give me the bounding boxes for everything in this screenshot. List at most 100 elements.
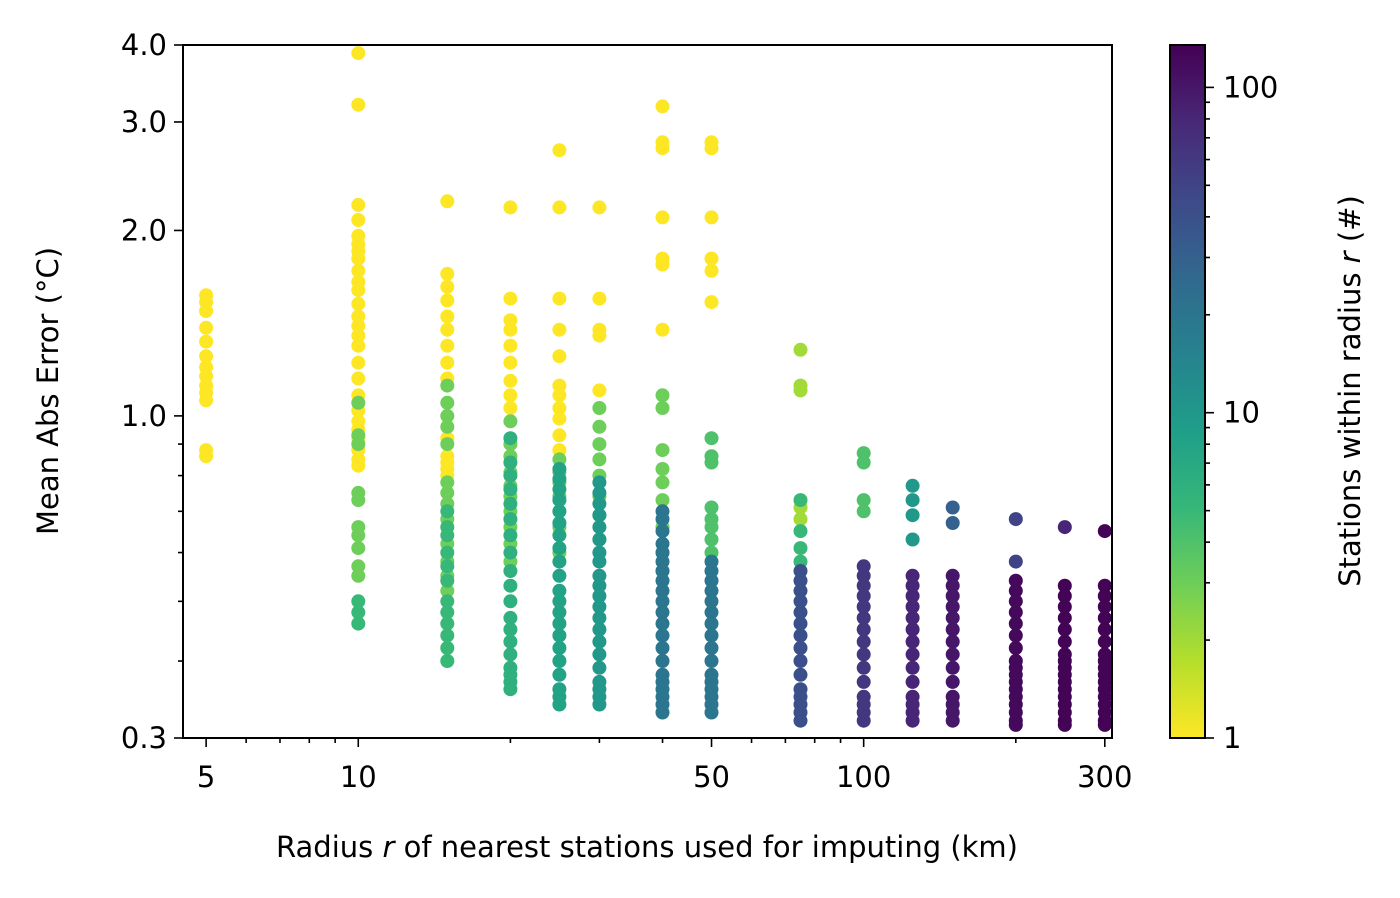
data-point	[440, 641, 455, 655]
data-point	[655, 524, 670, 539]
data-point	[655, 573, 670, 588]
data-point	[704, 210, 719, 225]
data-point	[552, 388, 567, 403]
data-point	[1008, 641, 1023, 655]
data-point	[655, 99, 670, 114]
x-tick-label: 10	[340, 760, 377, 794]
data-point	[793, 616, 808, 631]
data-point	[655, 210, 670, 225]
data-point	[905, 622, 920, 637]
y-tick-label: 0.3	[121, 721, 167, 755]
data-point	[592, 508, 607, 523]
data-point	[945, 500, 960, 515]
data-point	[503, 291, 518, 306]
data-point	[655, 654, 670, 668]
data-point	[351, 296, 366, 311]
data-point	[503, 578, 518, 593]
data-point	[503, 610, 518, 625]
data-point	[592, 599, 607, 614]
data-point	[856, 647, 871, 662]
data-point	[592, 437, 607, 452]
data-point	[1008, 583, 1023, 598]
data-point	[592, 401, 607, 415]
data-point	[592, 697, 607, 712]
data-point	[440, 355, 455, 370]
data-point	[1097, 610, 1112, 625]
data-point	[503, 338, 518, 353]
data-point	[856, 599, 871, 614]
data-point	[552, 378, 567, 393]
data-point	[592, 485, 607, 500]
data-point	[440, 654, 455, 668]
data-point	[793, 342, 808, 357]
data-point	[440, 338, 455, 353]
data-point	[351, 97, 366, 112]
data-point	[655, 564, 670, 578]
data-point	[199, 304, 214, 318]
data-point	[793, 493, 808, 508]
data-point	[1008, 628, 1023, 643]
colorbar-tick-label: 1	[1223, 721, 1241, 755]
data-point	[793, 383, 808, 398]
y-tick-label: 3.0	[121, 105, 167, 139]
data-point	[440, 266, 455, 281]
data-point	[1097, 634, 1112, 649]
data-point	[440, 322, 455, 337]
data-point	[552, 594, 567, 609]
data-point	[351, 437, 366, 452]
data-point	[351, 541, 366, 556]
data-point	[945, 578, 960, 593]
colorbar-tick-label: 100	[1223, 70, 1278, 104]
data-point	[592, 520, 607, 535]
data-point	[503, 388, 518, 403]
data-point	[503, 200, 518, 215]
y-tick-label: 1.0	[121, 399, 167, 433]
data-point	[440, 437, 455, 452]
data-point	[503, 468, 518, 483]
data-point	[440, 408, 455, 423]
data-point	[592, 496, 607, 511]
data-point	[503, 373, 518, 388]
x-tick-label: 50	[693, 760, 730, 794]
data-point	[592, 200, 607, 215]
data-point	[1008, 605, 1023, 620]
data-point	[199, 320, 214, 335]
data-point	[905, 713, 920, 728]
data-point	[351, 493, 366, 508]
data-point	[704, 654, 719, 668]
data-point	[793, 573, 808, 588]
data-point	[552, 143, 567, 158]
data-point	[592, 660, 607, 675]
data-point	[351, 318, 366, 333]
data-point	[592, 622, 607, 637]
data-point	[1008, 616, 1023, 631]
data-point	[655, 641, 670, 655]
data-point	[1057, 520, 1072, 535]
data-point	[552, 697, 567, 712]
data-point	[905, 508, 920, 523]
data-point	[905, 599, 920, 614]
data-point	[440, 594, 455, 609]
data-point	[945, 622, 960, 637]
data-point	[592, 532, 607, 547]
y-tick-label: 4.0	[121, 28, 167, 62]
data-point	[655, 705, 670, 720]
data-point	[856, 504, 871, 519]
data-point	[592, 578, 607, 593]
data-point	[503, 564, 518, 578]
data-point	[704, 583, 719, 598]
data-point	[503, 545, 518, 560]
data-point	[199, 334, 214, 349]
data-point	[1097, 717, 1112, 732]
data-point	[1008, 512, 1023, 527]
data-point	[945, 589, 960, 603]
data-point	[592, 568, 607, 583]
data-point	[351, 395, 366, 410]
data-point	[793, 512, 808, 527]
data-point	[1008, 554, 1023, 569]
data-point	[1057, 578, 1072, 593]
data-point	[592, 291, 607, 306]
data-point	[440, 485, 455, 500]
data-point	[905, 589, 920, 603]
